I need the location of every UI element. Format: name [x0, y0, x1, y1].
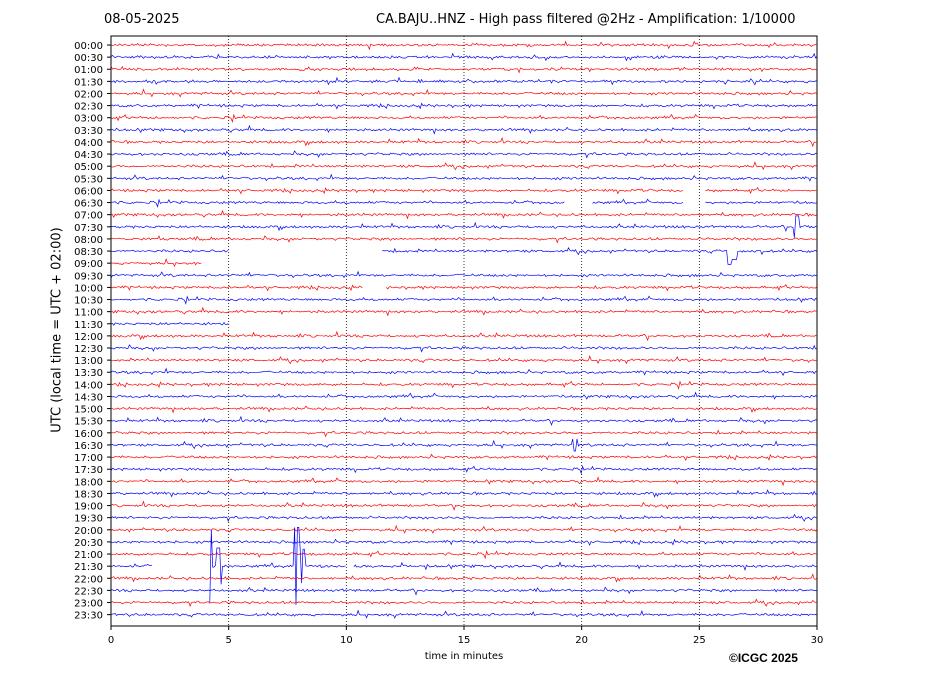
y-tick-label: 01:30 — [74, 77, 103, 88]
trace-2100 — [110, 549, 818, 560]
y-tick-label: 08:00 — [74, 235, 103, 246]
trace-1930 — [110, 513, 818, 523]
y-tick-label: 21:30 — [74, 562, 103, 573]
trace-2030 — [110, 538, 818, 546]
y-tick-label: 15:00 — [74, 405, 103, 416]
trace-1130 — [110, 321, 229, 326]
trace-2130 — [110, 527, 818, 605]
x-tick-label: 0 — [108, 635, 114, 646]
y-tick-label: 22:00 — [74, 574, 103, 585]
trace-0800 — [110, 235, 818, 244]
y-tick-label: 00:30 — [74, 53, 103, 64]
y-tick-label: 09:30 — [74, 271, 103, 282]
trace-1030 — [110, 295, 818, 305]
trace-0230 — [110, 102, 818, 110]
y-tick-label: 04:00 — [74, 138, 103, 149]
y-tick-label: 14:00 — [74, 380, 103, 391]
y-tick-label: 03:30 — [74, 126, 103, 137]
y-tick-label: 17:30 — [74, 465, 103, 476]
trace-2230 — [110, 586, 818, 596]
y-tick-label: 20:30 — [74, 538, 103, 549]
y-tick-label: 10:00 — [74, 283, 103, 294]
trace-0600 — [110, 186, 818, 195]
y-axis-label: UTC (local time = UTC + 02:00) — [49, 227, 65, 433]
y-tick-label: 08:30 — [74, 247, 103, 258]
y-tick-label: 19:30 — [74, 514, 103, 525]
trace-1100 — [110, 306, 818, 317]
y-tick-label: 01:00 — [74, 65, 103, 76]
trace-1000 — [110, 283, 818, 292]
x-tick-label: 30 — [811, 635, 824, 646]
y-tick-label: 11:00 — [74, 308, 103, 319]
y-tick-label: 15:30 — [74, 417, 103, 428]
trace-1900 — [110, 500, 818, 511]
y-tick-label: 20:00 — [74, 526, 103, 537]
y-tick-label: 13:30 — [74, 368, 103, 379]
x-tick-label: 25 — [693, 635, 706, 646]
y-tick-label: 07:30 — [74, 223, 103, 234]
x-tick-label: 10 — [340, 635, 353, 646]
y-tick-label: 04:30 — [74, 150, 103, 161]
trace-0900 — [110, 257, 202, 268]
y-tick-label: 00:00 — [74, 41, 103, 52]
y-tick-label: 14:30 — [74, 392, 103, 403]
x-tick-label: 20 — [575, 635, 588, 646]
trace-2200 — [110, 573, 818, 583]
x-axis-label: time in minutes — [424, 651, 504, 662]
y-tick-label: 02:00 — [74, 89, 103, 100]
y-tick-label: 23:30 — [74, 611, 103, 622]
trace-1730 — [110, 465, 818, 475]
y-tick-label: 18:30 — [74, 489, 103, 500]
chart-title: CA.BAJU..HNZ - High pass filtered @2Hz -… — [376, 12, 796, 27]
trace-1800 — [110, 476, 818, 487]
y-tick-label: 07:00 — [74, 211, 103, 222]
y-tick-label: 18:00 — [74, 477, 103, 488]
x-tick-label: 5 — [225, 635, 231, 646]
y-tick-label: 06:00 — [74, 186, 103, 197]
copyright-text: ©ICGC 2025 — [729, 651, 798, 665]
trace-2000 — [110, 524, 818, 534]
y-tick-label: 12:00 — [74, 332, 103, 343]
y-tick-label: 19:00 — [74, 502, 103, 513]
y-tick-label: 22:30 — [74, 586, 103, 597]
y-tick-label: 12:30 — [74, 344, 103, 355]
y-tick-label: 23:00 — [74, 599, 103, 610]
y-tick-label: 13:00 — [74, 356, 103, 367]
trace-0830 — [111, 247, 818, 265]
x-tick-label: 15 — [458, 635, 471, 646]
y-tick-label: 11:30 — [74, 320, 103, 331]
y-tick-label: 06:30 — [74, 199, 103, 210]
trace-0500 — [110, 161, 818, 171]
y-tick-label: 03:00 — [74, 114, 103, 125]
trace-2330 — [110, 609, 818, 619]
y-tick-label: 21:00 — [74, 550, 103, 561]
y-tick-label: 16:30 — [74, 441, 103, 452]
trace-1230 — [110, 344, 818, 353]
y-tick-label: 05:30 — [74, 174, 103, 185]
chart-date: 08-05-2025 — [104, 12, 180, 27]
y-tick-label: 16:00 — [74, 429, 103, 440]
y-tick-label: 05:00 — [74, 162, 103, 173]
trace-0700 — [110, 209, 818, 220]
y-tick-label: 17:00 — [74, 453, 103, 464]
y-tick-label: 10:30 — [74, 296, 103, 307]
y-tick-label: 09:00 — [74, 259, 103, 270]
trace-0930 — [110, 270, 818, 279]
trace-0630 — [111, 198, 818, 208]
y-tick-label: 02:30 — [74, 102, 103, 113]
